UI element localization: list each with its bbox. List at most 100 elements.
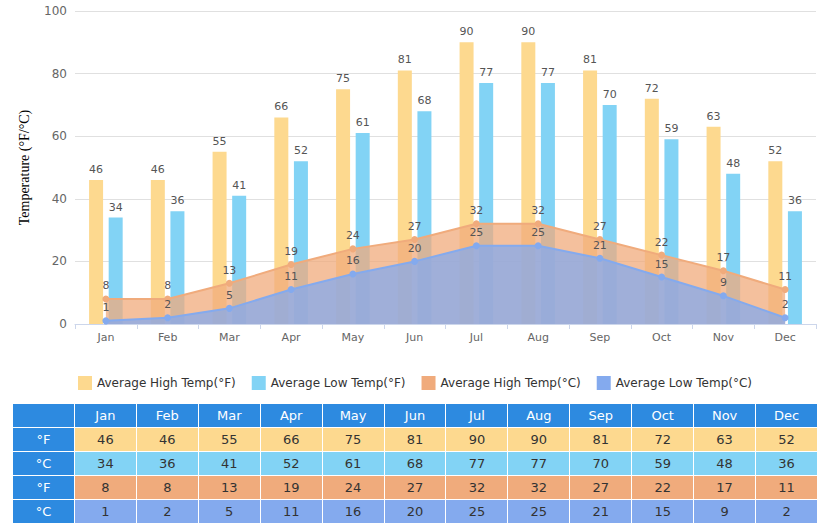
html-text:90: 90 xyxy=(530,432,548,447)
svg-text:25: 25 xyxy=(469,226,483,239)
svg-text:Jan: Jan xyxy=(96,331,114,344)
svg-text:90: 90 xyxy=(521,25,535,38)
svg-text:32: 32 xyxy=(531,204,545,217)
svg-text:8: 8 xyxy=(164,279,171,292)
html-text:May: May xyxy=(339,408,367,423)
svg-text:15: 15 xyxy=(655,258,669,271)
svg-text:9: 9 xyxy=(720,276,727,289)
html-text:Aug: Aug xyxy=(526,408,552,423)
html-text:°C: °C xyxy=(35,456,52,471)
svg-text:60: 60 xyxy=(52,129,67,143)
html-text:46: 46 xyxy=(159,432,176,447)
svg-text:52: 52 xyxy=(294,144,308,157)
svg-text:72: 72 xyxy=(645,82,659,95)
svg-text:20: 20 xyxy=(408,242,422,255)
html-text:55: 55 xyxy=(221,432,238,447)
svg-text:32: 32 xyxy=(469,204,483,217)
svg-text:1: 1 xyxy=(102,301,109,314)
svg-text:81: 81 xyxy=(398,53,412,66)
svg-text:Aug: Aug xyxy=(527,331,548,344)
svg-text:0: 0 xyxy=(59,317,67,331)
svg-text:13: 13 xyxy=(222,264,236,277)
svg-text:May: May xyxy=(342,331,365,344)
svg-text:66: 66 xyxy=(274,100,288,113)
svg-text:100: 100 xyxy=(44,4,67,18)
svg-text:8: 8 xyxy=(102,279,109,292)
svg-text:46: 46 xyxy=(89,163,103,176)
svg-text:2: 2 xyxy=(782,298,789,311)
svg-text:21: 21 xyxy=(593,239,607,252)
svg-text:52: 52 xyxy=(768,144,782,157)
html-text:75: 75 xyxy=(344,432,362,447)
svg-text:34: 34 xyxy=(109,201,123,214)
svg-text:81: 81 xyxy=(583,53,597,66)
svg-text:Average High Temp(°C): Average High Temp(°C) xyxy=(441,376,581,390)
svg-text:11: 11 xyxy=(778,270,792,283)
svg-text:40: 40 xyxy=(52,192,67,206)
html-text:Mar: Mar xyxy=(217,408,242,423)
html-text:72: 72 xyxy=(654,432,671,447)
html-text:46: 46 xyxy=(97,432,114,447)
html-text:Oct: Oct xyxy=(651,408,674,423)
svg-text:Temperature (°F/°C): Temperature (°F/°C) xyxy=(17,109,33,225)
html-text:°F: °F xyxy=(36,432,51,447)
svg-text:Mar: Mar xyxy=(219,331,240,344)
svg-text:Oct: Oct xyxy=(652,331,672,344)
svg-text:75: 75 xyxy=(336,72,350,85)
html-text:Jul: Jul xyxy=(469,408,485,423)
svg-text:25: 25 xyxy=(531,226,545,239)
html-text:36: 36 xyxy=(159,456,176,471)
svg-text:46: 46 xyxy=(151,163,165,176)
svg-text:77: 77 xyxy=(541,66,555,79)
svg-text:61: 61 xyxy=(356,116,370,129)
svg-text:Apr: Apr xyxy=(282,331,302,344)
svg-text:Average Low Temp(°C): Average Low Temp(°C) xyxy=(616,376,752,390)
svg-text:5: 5 xyxy=(226,289,233,302)
svg-text:22: 22 xyxy=(655,236,669,249)
svg-text:Feb: Feb xyxy=(158,331,177,344)
svg-text:16: 16 xyxy=(346,254,360,267)
svg-text:48: 48 xyxy=(726,157,740,170)
svg-text:90: 90 xyxy=(460,25,474,38)
svg-text:55: 55 xyxy=(213,135,227,148)
svg-text:36: 36 xyxy=(788,194,802,207)
svg-text:19: 19 xyxy=(284,245,298,258)
svg-text:63: 63 xyxy=(707,110,721,123)
html-text:Nov: Nov xyxy=(711,408,738,423)
html-text:34: 34 xyxy=(97,456,114,471)
svg-text:Average High Temp(°F): Average High Temp(°F) xyxy=(97,376,236,390)
html-text:Sep: Sep xyxy=(588,408,613,423)
html-text:Jan: Jan xyxy=(95,408,116,423)
svg-text:68: 68 xyxy=(417,94,431,107)
svg-text:20: 20 xyxy=(52,254,67,268)
html-text:52: 52 xyxy=(778,432,795,447)
svg-text:Dec: Dec xyxy=(774,331,795,344)
svg-text:41: 41 xyxy=(232,179,246,192)
html-text:Feb: Feb xyxy=(155,408,179,423)
html-text:66: 66 xyxy=(282,432,300,447)
svg-text:2: 2 xyxy=(164,298,171,311)
svg-text:Jun: Jun xyxy=(405,331,423,344)
svg-text:Sep: Sep xyxy=(590,331,611,344)
svg-text:27: 27 xyxy=(593,220,607,233)
svg-text:36: 36 xyxy=(170,194,184,207)
html-text:63: 63 xyxy=(716,432,733,447)
svg-text:70: 70 xyxy=(603,88,617,101)
svg-text:17: 17 xyxy=(716,251,730,264)
svg-text:Nov: Nov xyxy=(713,331,735,344)
html-text:90: 90 xyxy=(468,432,486,447)
svg-text:77: 77 xyxy=(479,66,493,79)
html-text:81: 81 xyxy=(592,432,609,447)
svg-text:Jul: Jul xyxy=(469,331,483,344)
html-text:Jun: Jun xyxy=(404,408,426,423)
html-text:Apr: Apr xyxy=(279,408,303,423)
svg-text:24: 24 xyxy=(346,229,360,242)
html-text:81: 81 xyxy=(406,432,424,447)
svg-text:Average Low Temp(°F): Average Low Temp(°F) xyxy=(271,376,406,390)
svg-text:59: 59 xyxy=(664,122,678,135)
svg-text:11: 11 xyxy=(284,270,298,283)
svg-text:27: 27 xyxy=(408,220,422,233)
svg-text:80: 80 xyxy=(52,67,67,81)
html-text:Dec: Dec xyxy=(774,408,800,423)
html-text:41: 41 xyxy=(221,456,238,471)
